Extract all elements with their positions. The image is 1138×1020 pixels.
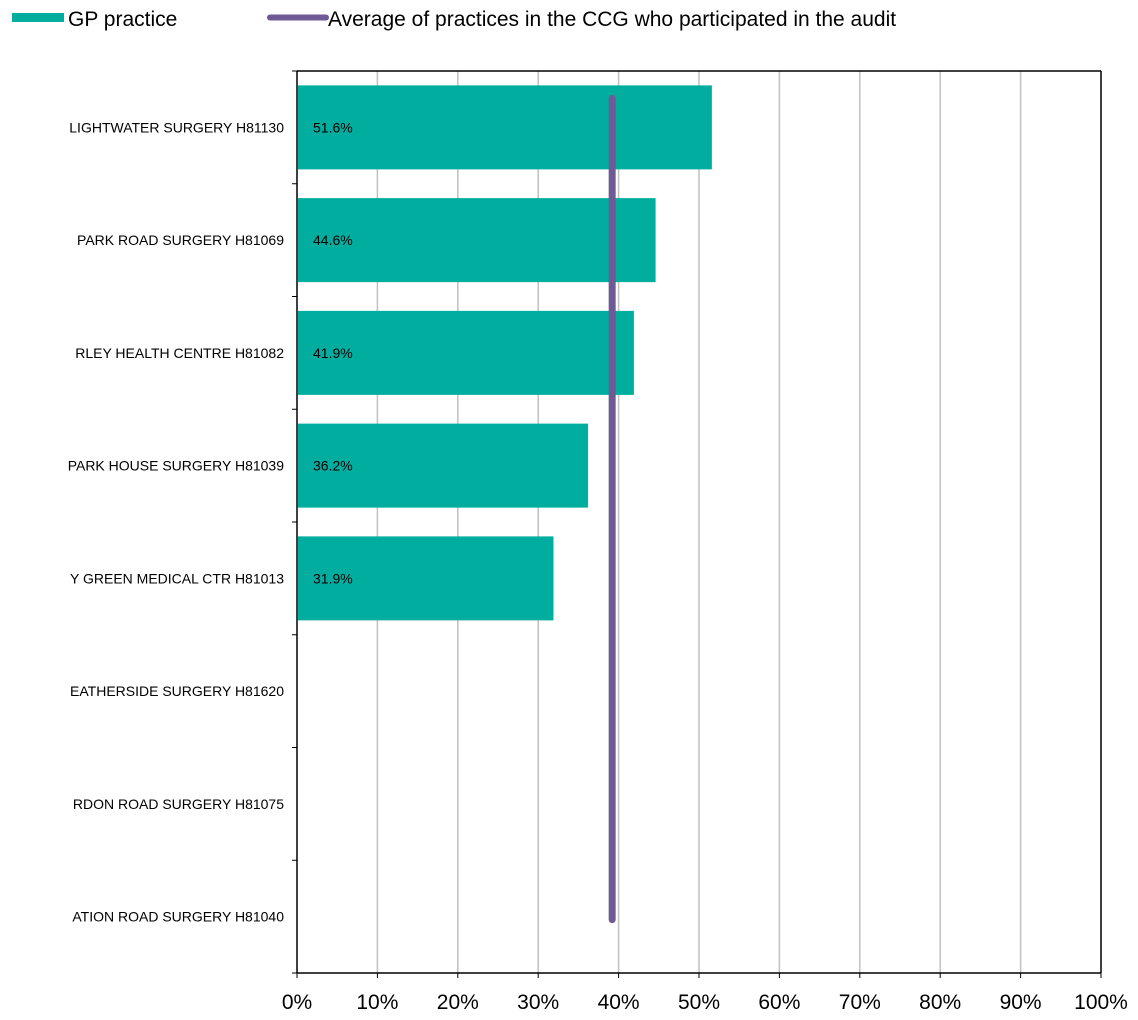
- bar: [298, 536, 554, 621]
- legend-bar-swatch: [12, 13, 64, 22]
- bar: [298, 85, 712, 170]
- category-label: Y GREEN MEDICAL CTR H81013: [70, 570, 284, 586]
- legend-bar-label: GP practice: [68, 8, 177, 31]
- axes: [292, 70, 1102, 978]
- x-tick-label: 0%: [282, 991, 312, 1014]
- data-label: 51.6%: [313, 119, 353, 135]
- x-tick-label: 80%: [919, 991, 961, 1014]
- x-tick-label: 100%: [1074, 991, 1128, 1014]
- category-label: RDON ROAD SURGERY H81075: [73, 796, 284, 812]
- x-tick-label: 50%: [678, 991, 720, 1014]
- data-label: 36.2%: [313, 458, 353, 474]
- x-tick-labels: 0% 10% 20% 30% 40% 50% 60% 70% 80% 90% 100%: [282, 991, 1128, 1014]
- bars: [298, 85, 712, 621]
- x-tick-label: 20%: [437, 991, 479, 1014]
- bar: [298, 423, 589, 508]
- legend-line-label: Average of practices in the CCG who part…: [328, 8, 896, 31]
- category-label: PARK ROAD SURGERY H81069: [77, 232, 284, 248]
- category-label: RLEY HEALTH CENTRE H81082: [75, 345, 284, 361]
- data-label: 44.6%: [313, 232, 353, 248]
- bar: [298, 310, 634, 395]
- data-label: 31.9%: [313, 570, 353, 586]
- x-tick-label: 40%: [598, 991, 640, 1014]
- x-tick-label: 30%: [517, 991, 559, 1014]
- category-label: ATION ROAD SURGERY H81040: [72, 909, 284, 925]
- x-tick-label: 70%: [839, 991, 881, 1014]
- x-tick-label: 90%: [1000, 991, 1042, 1014]
- x-tick-label: 10%: [356, 991, 398, 1014]
- category-labels: LIGHTWATER SURGERY H81130 PARK ROAD SURGE…: [68, 119, 285, 924]
- data-label: 41.9%: [313, 345, 353, 361]
- data-labels: 51.6% 44.6% 41.9% 36.2% 31.9%: [313, 119, 353, 586]
- category-label: LIGHTWATER SURGERY H81130: [69, 119, 284, 135]
- category-label: EATHERSIDE SURGERY H81620: [70, 683, 284, 699]
- legend: GP practice Average of practices in the …: [12, 8, 896, 31]
- x-tick-label: 60%: [758, 991, 800, 1014]
- category-label: PARK HOUSE SURGERY H81039: [68, 458, 285, 474]
- bar: [298, 198, 656, 283]
